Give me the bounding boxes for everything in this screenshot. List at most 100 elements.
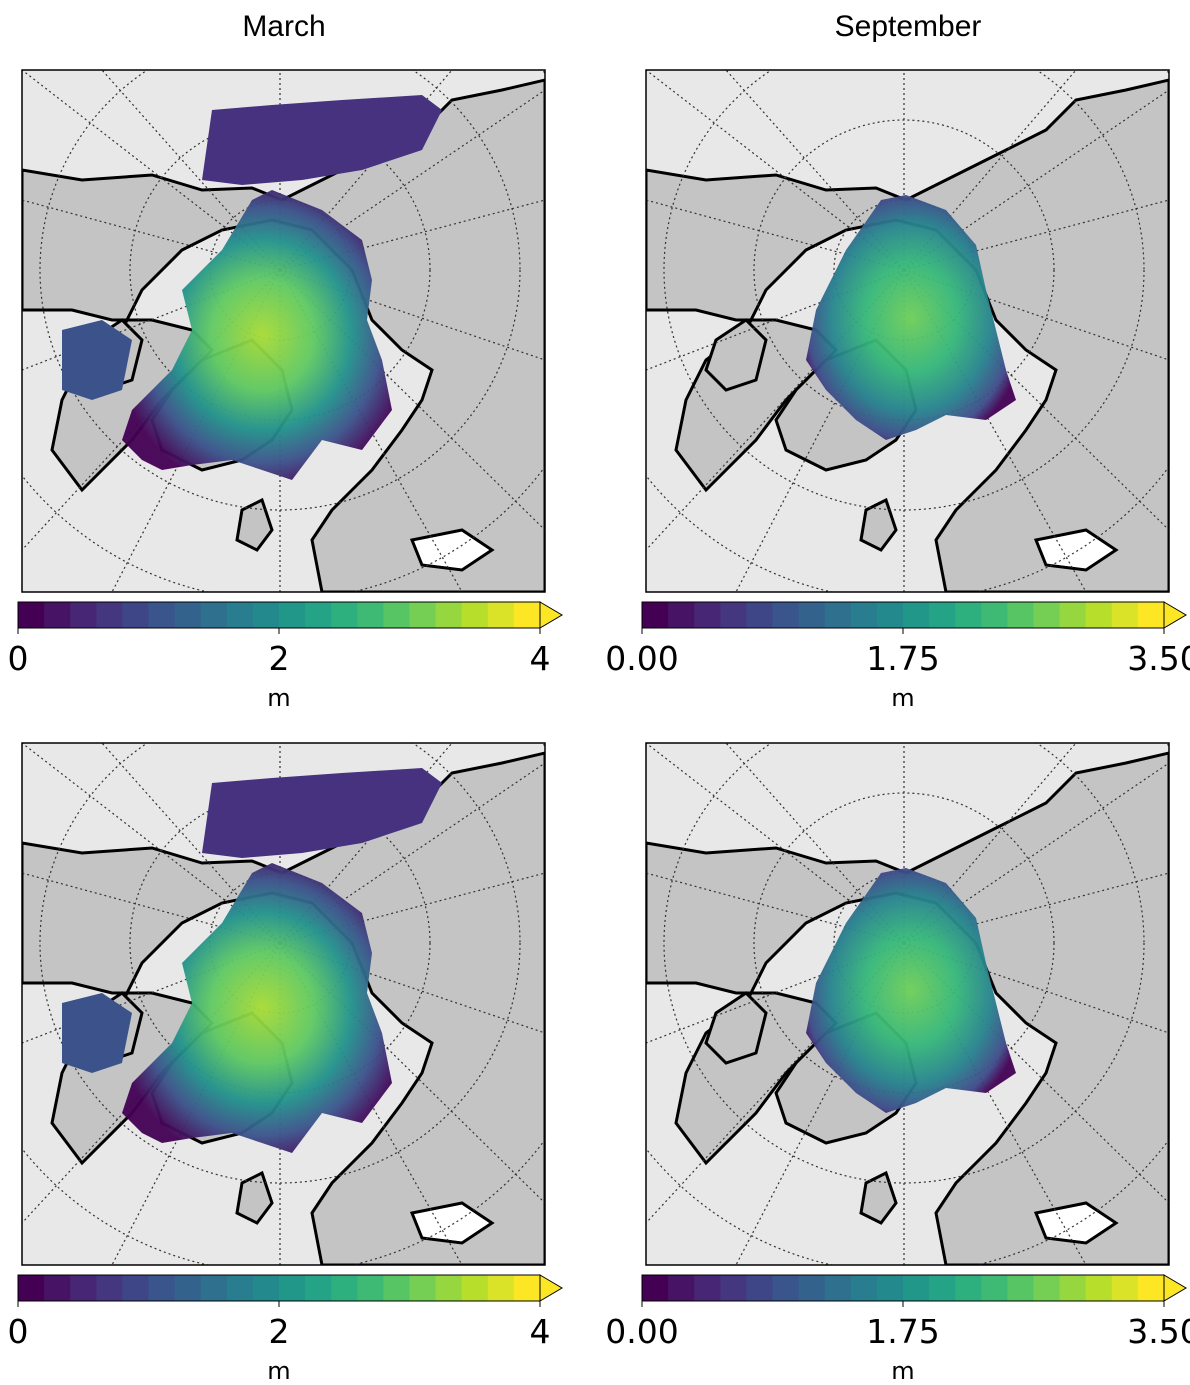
- colorbar-tick-label: 0: [8, 1312, 29, 1351]
- colorbar-segment: [746, 602, 773, 628]
- colorbar-segment: [981, 602, 1008, 628]
- colorbar-segment: [799, 602, 826, 628]
- colorbar-segment: [981, 1275, 1008, 1301]
- colorbar-segment: [357, 1275, 384, 1301]
- colorbar-segment: [201, 602, 228, 628]
- colorbar-segment: [1112, 1275, 1139, 1301]
- colorbar-segment: [773, 602, 800, 628]
- colorbar-segment: [436, 602, 463, 628]
- colorbar-segment: [877, 602, 904, 628]
- colorbar-segment: [1060, 1275, 1087, 1301]
- colorbar-unit: m: [891, 684, 914, 712]
- colorbar-segment: [227, 1275, 254, 1301]
- colorbar-segment: [903, 1275, 930, 1301]
- colorbar-segment: [383, 1275, 410, 1301]
- colorbar-tick-label: 1.75: [866, 639, 939, 678]
- colorbar-segment: [227, 602, 254, 628]
- colorbar-segment: [1034, 1275, 1061, 1301]
- colorbar-unit: m: [891, 1357, 914, 1385]
- colorbar-segment: [851, 602, 878, 628]
- colorbar-segment: [44, 1275, 71, 1301]
- colorbar-unit: m: [267, 684, 290, 712]
- figure: MarchSeptember024m0.001.753.50m024m0.001…: [0, 0, 1190, 1385]
- colorbar-segment: [642, 1275, 669, 1301]
- colorbar-segment: [488, 602, 515, 628]
- colorbar-tick-label: 2: [269, 1312, 290, 1351]
- colorbar-segment: [383, 602, 410, 628]
- colorbar-segment: [929, 1275, 956, 1301]
- colorbar-segment: [436, 1275, 463, 1301]
- colorbar-segment: [720, 1275, 747, 1301]
- colorbar-segment: [825, 1275, 852, 1301]
- colorbar-tick-label: 0.00: [605, 1312, 678, 1351]
- colorbar-segment: [175, 602, 202, 628]
- colorbar-segment: [331, 1275, 358, 1301]
- colorbar-segment: [149, 1275, 176, 1301]
- colorbar-segment: [746, 1275, 773, 1301]
- colorbar-segment: [279, 602, 306, 628]
- colorbar-segment: [694, 602, 721, 628]
- colorbar-segment: [305, 602, 332, 628]
- colorbar-segment: [149, 602, 176, 628]
- colorbar-segment: [122, 1275, 149, 1301]
- colorbar-segment: [70, 602, 97, 628]
- colorbar-segment: [96, 1275, 123, 1301]
- colorbar-segment: [514, 602, 541, 628]
- colorbar-segment: [668, 602, 695, 628]
- colorbar-segment: [773, 1275, 800, 1301]
- colorbar-segment: [305, 1275, 332, 1301]
- colorbar-segment: [410, 602, 437, 628]
- colorbar-tick-label: 1.75: [866, 1312, 939, 1351]
- map-panel: [574, 0, 1190, 610]
- colorbar-segment: [44, 602, 71, 628]
- colorbar-segment: [462, 602, 489, 628]
- colorbar-segment: [1086, 1275, 1113, 1301]
- colorbar-segment: [1138, 1275, 1165, 1301]
- colorbar-segment: [253, 602, 280, 628]
- colorbar-segment: [1060, 602, 1087, 628]
- map-panel: [0, 613, 610, 1283]
- colorbar-segment: [70, 1275, 97, 1301]
- colorbar-segment: [175, 1275, 202, 1301]
- colorbar-segment: [514, 1275, 541, 1301]
- colorbar-segment: [357, 602, 384, 628]
- colorbar-segment: [1007, 602, 1034, 628]
- colorbar-segment: [1086, 602, 1113, 628]
- colorbar-segment: [462, 1275, 489, 1301]
- colorbar-segment: [201, 1275, 228, 1301]
- colorbar-segment: [694, 1275, 721, 1301]
- colorbar-segment: [488, 1275, 515, 1301]
- colorbar-segment: [1112, 602, 1139, 628]
- colorbar-segment: [929, 602, 956, 628]
- colorbar-segment: [955, 602, 982, 628]
- map-panel: [0, 0, 610, 610]
- colorbar-segment: [1007, 1275, 1034, 1301]
- colorbar-tick-label: 0.00: [605, 639, 678, 678]
- colorbar-segment: [799, 1275, 826, 1301]
- colorbar-segment: [18, 602, 45, 628]
- colorbar-segment: [122, 602, 149, 628]
- colorbar-segment: [877, 1275, 904, 1301]
- colorbar-extend: [1164, 602, 1186, 628]
- colorbar-tick-label: 3.50: [1127, 1312, 1190, 1351]
- colorbar-segment: [253, 1275, 280, 1301]
- colorbar-tick-label: 3.50: [1127, 639, 1190, 678]
- column-title: March: [242, 10, 325, 43]
- colorbar-segment: [642, 602, 669, 628]
- colorbar-tick-label: 4: [530, 1312, 551, 1351]
- colorbar-tick-label: 2: [269, 639, 290, 678]
- colorbar-segment: [668, 1275, 695, 1301]
- colorbar-segment: [410, 1275, 437, 1301]
- colorbar-unit: m: [267, 1357, 290, 1385]
- colorbar-segment: [851, 1275, 878, 1301]
- colorbar-segment: [331, 602, 358, 628]
- colorbar-segment: [279, 1275, 306, 1301]
- colorbar-segment: [955, 1275, 982, 1301]
- column-title: September: [835, 10, 982, 43]
- colorbar-extend: [1164, 1275, 1186, 1301]
- colorbar-segment: [903, 602, 930, 628]
- colorbar-segment: [1034, 602, 1061, 628]
- colorbar-tick-label: 4: [530, 639, 551, 678]
- colorbar-extend: [540, 1275, 562, 1301]
- colorbar-extend: [540, 602, 562, 628]
